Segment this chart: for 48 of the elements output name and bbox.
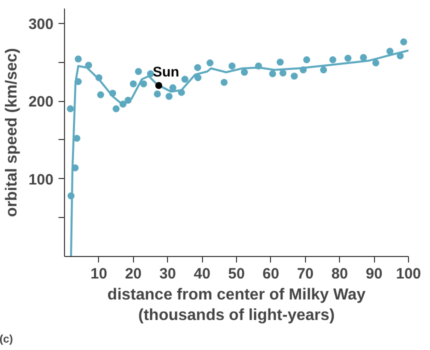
point (279, 70, 286, 77)
point (269, 70, 276, 78)
x-tick-label: 40 (194, 266, 210, 282)
point (155, 82, 162, 89)
point (303, 56, 310, 64)
x-tick-label: 60 (262, 266, 280, 282)
point (194, 64, 202, 72)
x-tick-label: 10 (90, 266, 108, 282)
point (276, 58, 284, 66)
point (240, 68, 248, 76)
point (290, 72, 298, 80)
x-tick-label: 20 (124, 266, 142, 282)
point (344, 54, 352, 62)
point (134, 68, 142, 75)
point (140, 80, 148, 88)
x-tick-label: 30 (159, 266, 176, 282)
point (66, 105, 74, 112)
point (206, 59, 214, 66)
x-tick-label: 100 (396, 266, 422, 282)
point (400, 38, 408, 46)
x-tick-label: 80 (331, 266, 348, 282)
point (181, 76, 188, 83)
point (166, 92, 173, 100)
point (372, 59, 380, 66)
series-label: Sun (152, 63, 180, 80)
y-tick-label: 100 (28, 171, 54, 188)
x-tick-label: 90 (366, 266, 382, 282)
x-tick-label: 50 (228, 266, 245, 282)
point (130, 80, 137, 88)
x-tick-label: 70 (296, 266, 314, 282)
point (360, 54, 367, 61)
y-tick-label: 300 (28, 16, 54, 33)
y-axis-title: orbital speed (km/sec) (3, 48, 20, 217)
point (112, 105, 120, 112)
text: (c) (0, 334, 14, 346)
y-tick-label: 200 (28, 94, 54, 111)
point (386, 48, 394, 55)
point (194, 74, 202, 82)
line-series (70, 49, 408, 256)
point (220, 78, 228, 86)
point (97, 91, 104, 98)
point (169, 84, 176, 92)
point (228, 62, 236, 70)
point (154, 90, 161, 98)
point (320, 66, 328, 74)
point (74, 56, 82, 63)
point (329, 56, 336, 64)
x-axis-title: distance from center of Milky Way (thousands of light-years) (107, 286, 366, 324)
